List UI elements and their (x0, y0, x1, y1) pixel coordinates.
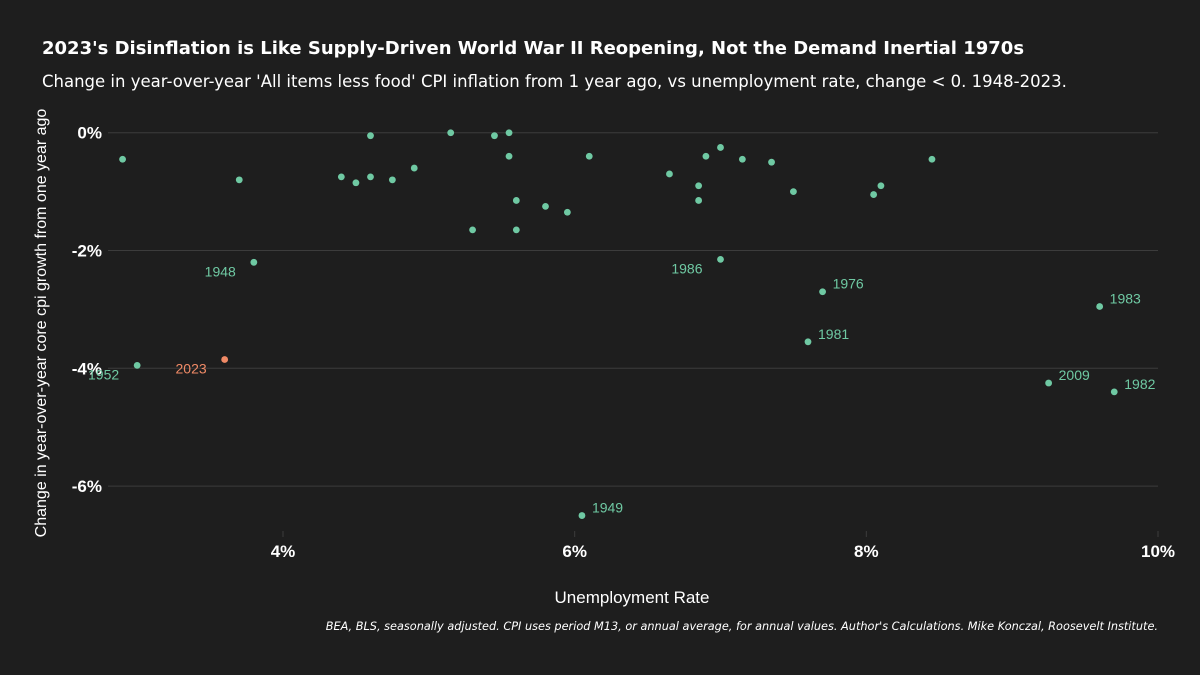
y-tick-label: -4% (72, 359, 102, 378)
x-tick-label: 4% (271, 542, 296, 561)
point-label: 1982 (1124, 376, 1155, 392)
point-label: 1983 (1110, 290, 1141, 306)
data-point (367, 132, 374, 140)
point-label: 1976 (833, 276, 864, 292)
x-tick-label: 8% (854, 542, 879, 561)
data-point (352, 179, 360, 187)
data-point (790, 188, 797, 196)
grid-lines (108, 132, 1158, 487)
x-tick-label: 10% (1141, 542, 1175, 561)
data-point (388, 176, 396, 184)
data-point (1045, 379, 1053, 387)
point-label: 1981 (818, 326, 849, 342)
data-point (1096, 303, 1104, 310)
point-label: 1986 (671, 260, 702, 276)
data-point (928, 155, 936, 163)
data-point (512, 226, 520, 234)
point-label: 1952 (88, 366, 119, 382)
data-point (695, 197, 703, 204)
data-point (717, 144, 724, 151)
point-label: 2023 (176, 360, 207, 376)
data-point (738, 155, 746, 163)
data-point (337, 173, 345, 181)
data-point (512, 197, 520, 204)
data-point (877, 182, 885, 190)
data-point (819, 288, 826, 296)
data-point-highlight (221, 356, 229, 363)
y-tick-label: -2% (72, 242, 102, 261)
data-point (542, 202, 549, 210)
point-label: 1948 (205, 263, 236, 279)
point-labels: 1948 1952 2023 1949 1986 1976 1981 2009 1983 1982 (88, 260, 1156, 515)
chart-caption: BEA, BLS, seasonally adjusted. CPI uses … (325, 620, 1158, 633)
x-tick-label: 6% (562, 542, 587, 561)
data-point (367, 173, 374, 181)
chart-subtitle: Change in year-over-year 'All items less… (42, 72, 1067, 91)
data-point (702, 152, 710, 160)
data-point (666, 170, 673, 178)
data-point (585, 152, 593, 160)
data-point (695, 182, 703, 190)
data-point (563, 208, 571, 216)
data-point (469, 226, 476, 234)
data-point (768, 158, 775, 166)
data-point (250, 258, 258, 266)
data-point (410, 164, 418, 172)
chart-title: 2023's Disinflation is Like Supply-Drive… (42, 38, 1025, 59)
y-tick-label: 0% (77, 124, 102, 143)
data-point (447, 129, 455, 137)
data-point (870, 191, 878, 198)
data-point (804, 338, 812, 346)
y-tick-label: -6% (72, 477, 102, 496)
axis-ticks: 0% -2% -4% -6% 4% 6% 8% 10% (72, 124, 1175, 561)
data-point (717, 255, 724, 263)
data-point (505, 152, 513, 160)
x-axis-label: Unemployment Rate (554, 588, 710, 607)
data-points (119, 129, 1118, 519)
data-point (491, 132, 498, 140)
data-point (235, 176, 243, 184)
data-point (1110, 388, 1118, 396)
point-label: 2009 (1059, 367, 1090, 383)
data-point (119, 155, 126, 163)
data-point (505, 129, 513, 137)
point-label: 1949 (592, 500, 623, 516)
data-point (578, 512, 586, 519)
data-point (133, 361, 141, 369)
